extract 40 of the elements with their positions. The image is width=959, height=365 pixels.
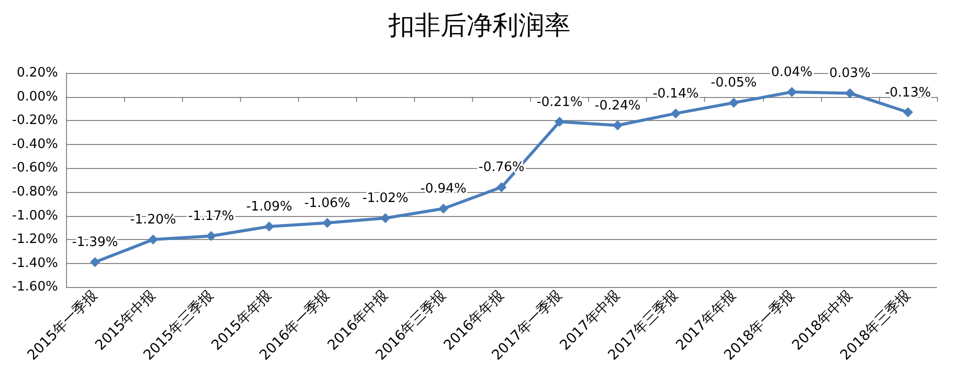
y-tick-label: -0.60%	[12, 160, 58, 176]
point	[670, 108, 681, 118]
data-label: -0.21%	[536, 94, 583, 110]
y-tick-label: -1.00%	[12, 208, 58, 224]
point	[902, 107, 913, 118]
point	[322, 218, 332, 228]
point	[728, 98, 739, 108]
chart-title: 扣非后净利润率	[388, 11, 570, 41]
y-tick-label: -1.40%	[12, 256, 58, 271]
point	[206, 230, 216, 241]
data-label: -1.39%	[72, 235, 118, 250]
point	[786, 87, 797, 98]
data-label: -1.20%	[130, 212, 176, 228]
point	[612, 120, 623, 130]
data-label: -0.24%	[594, 98, 641, 114]
y-tick-label: -0.80%	[12, 184, 58, 200]
point	[90, 257, 100, 268]
y-tick-label: -0.20%	[12, 113, 58, 128]
data-label: -1.02%	[362, 191, 408, 206]
point	[438, 204, 448, 214]
point	[496, 182, 506, 192]
data-label: -0.13%	[884, 85, 931, 100]
data-label: -1.06%	[304, 196, 350, 211]
y-tick-label: -1.60%	[12, 280, 58, 295]
data-label: 0.03%	[829, 66, 871, 82]
point	[380, 213, 390, 224]
data-label: -0.14%	[652, 86, 699, 102]
point	[264, 221, 274, 232]
point	[554, 116, 565, 127]
y-tick-label: -0.40%	[12, 136, 58, 152]
point	[844, 88, 855, 98]
data-label: -0.05%	[710, 76, 757, 91]
data-label: -1.17%	[188, 208, 234, 224]
data-label: 0.04%	[771, 65, 812, 80]
data-label: -1.09%	[246, 199, 292, 214]
point	[148, 234, 158, 245]
y-tick-label: 0.20%	[16, 66, 58, 80]
data-label: -0.94%	[420, 182, 466, 197]
y-tick-label: 0.00%	[16, 89, 58, 104]
y-tick-label: -1.20%	[12, 232, 58, 248]
